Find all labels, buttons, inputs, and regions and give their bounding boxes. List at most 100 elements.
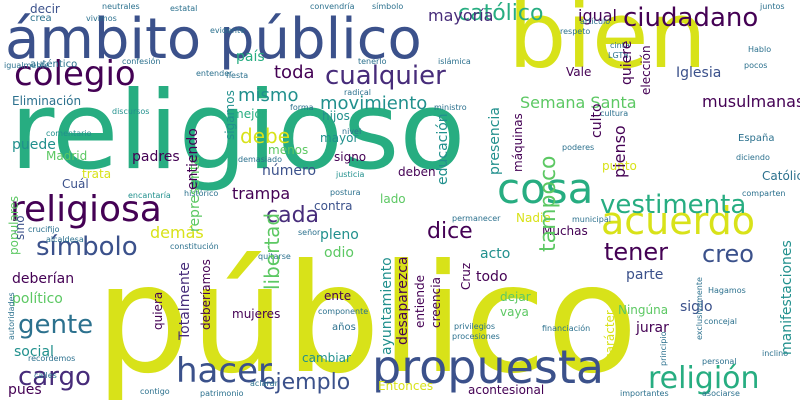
word-cloud-word: poderes — [562, 143, 595, 152]
word-cloud-word: Eliminación — [12, 94, 82, 108]
word-cloud-word: acuerdo — [601, 199, 755, 243]
word-cloud-word: quiera — [151, 291, 165, 330]
word-cloud-word: sino — [13, 215, 27, 240]
word-cloud-word: Católica — [762, 169, 800, 183]
word-cloud-word: tenerlo — [358, 57, 387, 66]
word-cloud-word: país — [236, 49, 265, 65]
word-cloud-word: ministro — [434, 103, 467, 112]
word-cloud-word: concejal — [704, 317, 738, 326]
word-cloud-word: símbolo — [372, 2, 404, 11]
word-cloud-word: colegio — [14, 54, 136, 94]
word-cloud-word: quiere — [619, 40, 635, 85]
word-cloud-word: Nadie — [516, 211, 551, 225]
word-cloud-word: número — [262, 163, 317, 179]
word-cloud-word: justicia — [336, 170, 365, 179]
word-cloud-word: toda — [274, 62, 315, 83]
word-cloud-word: municipal — [572, 215, 611, 224]
word-cloud-word: creo — [702, 240, 754, 268]
word-cloud-word: político — [12, 291, 63, 307]
word-cloud-word: parte — [626, 267, 664, 283]
word-cloud-word: puede — [12, 137, 56, 153]
word-cloud-word: público — [95, 233, 639, 400]
word-cloud-word: hacer — [176, 351, 272, 391]
word-cloud-word: pues — [8, 382, 42, 398]
word-cloud-word: máquinas — [511, 113, 525, 172]
word-cloud-word: discursos — [112, 107, 150, 116]
word-cloud-word: nivel — [342, 127, 362, 136]
word-cloud-word: ciudadano — [623, 3, 759, 33]
word-cloud-word: patrimonio — [200, 389, 244, 398]
word-cloud-word: Vale — [566, 65, 592, 79]
word-cloud-word: Ningúna — [618, 303, 669, 317]
word-cloud-word: decir — [30, 2, 60, 16]
word-cloud-word: Semana Santa — [520, 93, 637, 112]
word-cloud-word: años — [332, 322, 356, 333]
word-cloud-word: financiación — [542, 324, 591, 333]
word-cloud-word: culto — [589, 103, 605, 138]
word-cloud-word: presencia — [487, 107, 503, 175]
word-cloud-word: radical — [344, 88, 372, 97]
word-cloud-word: mismo — [238, 85, 299, 106]
word-cloud-word: Cruz — [459, 262, 473, 290]
word-cloud-word: vestimenta — [600, 190, 747, 220]
word-cloud-word: importantes — [620, 389, 669, 398]
word-cloud-word: España — [738, 133, 775, 144]
word-cloud-word: signo — [334, 150, 367, 164]
word-cloud-word: mayor — [320, 131, 359, 145]
word-cloud-word: dice — [427, 219, 473, 244]
word-cloud-word: entiendo — [185, 128, 201, 190]
word-cloud-word: trampa — [232, 184, 291, 203]
word-cloud-word: forma — [290, 103, 314, 112]
word-cloud-word: símbolo — [36, 232, 138, 262]
word-cloud-word: quitarse — [258, 252, 291, 261]
word-cloud-word: LGTB — [608, 51, 629, 60]
word-cloud-word: igual — [578, 6, 617, 25]
word-cloud-word: comentario — [46, 129, 92, 138]
word-cloud-word: postura — [330, 188, 361, 197]
word-cloud-word: elección — [639, 45, 653, 95]
word-cloud-word: cinta — [610, 41, 630, 50]
word-cloud-word: bien — [508, 0, 707, 89]
word-cloud-word: manifestaciones — [779, 240, 795, 355]
word-cloud-word: Muchas — [542, 224, 588, 238]
word-cloud-word: demás — [150, 223, 204, 242]
word-cloud-word: privilegios — [454, 322, 496, 331]
word-cloud-word: desaparezca — [395, 256, 411, 345]
word-cloud-word: inclino — [762, 349, 789, 358]
word-cloud-word: acontesional — [468, 383, 545, 397]
word-cloud-word: Hablo — [748, 45, 772, 54]
word-cloud-word: libertad — [260, 212, 284, 290]
word-cloud-word: cosa — [497, 164, 594, 213]
word-cloud-word: punto — [602, 159, 637, 173]
word-cloud-word: cambiar — [302, 351, 351, 365]
word-cloud-word: jurar — [636, 320, 669, 336]
word-cloud-word: asociarse — [702, 389, 740, 398]
word-cloud-word: diciendo — [736, 153, 770, 162]
word-cloud-word: siglo — [680, 299, 713, 315]
word-cloud-word: ejemplo — [262, 370, 351, 395]
word-cloud-word: Hagamos — [708, 286, 746, 295]
word-cloud-word: cualquier — [325, 61, 446, 91]
word-cloud-word: Entonces — [378, 379, 434, 393]
word-cloud-word: tampoco — [536, 155, 561, 252]
word-cloud-word: demasiado — [238, 155, 282, 164]
word-cloud-word: ente — [324, 289, 352, 303]
word-cloud-word: convendría — [310, 2, 355, 11]
word-cloud-word: religioso — [10, 69, 466, 194]
word-cloud-word: mujeres — [232, 307, 281, 321]
word-cloud-word: neutrales — [102, 2, 140, 11]
word-cloud-word: mayoría — [428, 6, 494, 25]
word-cloud-word: recordemos — [28, 354, 76, 363]
word-cloud-word: juntos — [760, 2, 785, 11]
word-cloud-word: católico — [458, 1, 544, 26]
word-cloud-word: pienso — [610, 125, 629, 178]
word-cloud-word: carácter — [603, 310, 617, 360]
word-cloud-word: crucifijo — [28, 225, 60, 234]
word-cloud-word: sigamos — [223, 90, 237, 140]
word-cloud-word: comparten — [742, 189, 786, 198]
word-cloud-word: alcaldesa — [46, 235, 84, 244]
word-cloud-word: estatal — [170, 4, 198, 13]
word-cloud-word: personal — [702, 357, 737, 366]
word-cloud-word: contigo — [140, 387, 170, 396]
